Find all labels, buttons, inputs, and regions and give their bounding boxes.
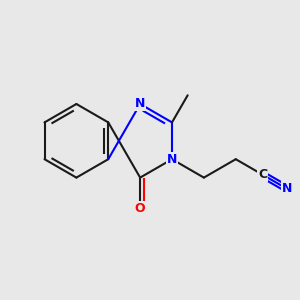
Text: N: N: [282, 182, 292, 195]
Text: N: N: [167, 153, 177, 166]
Text: N: N: [135, 98, 145, 110]
Text: C: C: [258, 168, 267, 181]
Text: O: O: [135, 202, 146, 215]
